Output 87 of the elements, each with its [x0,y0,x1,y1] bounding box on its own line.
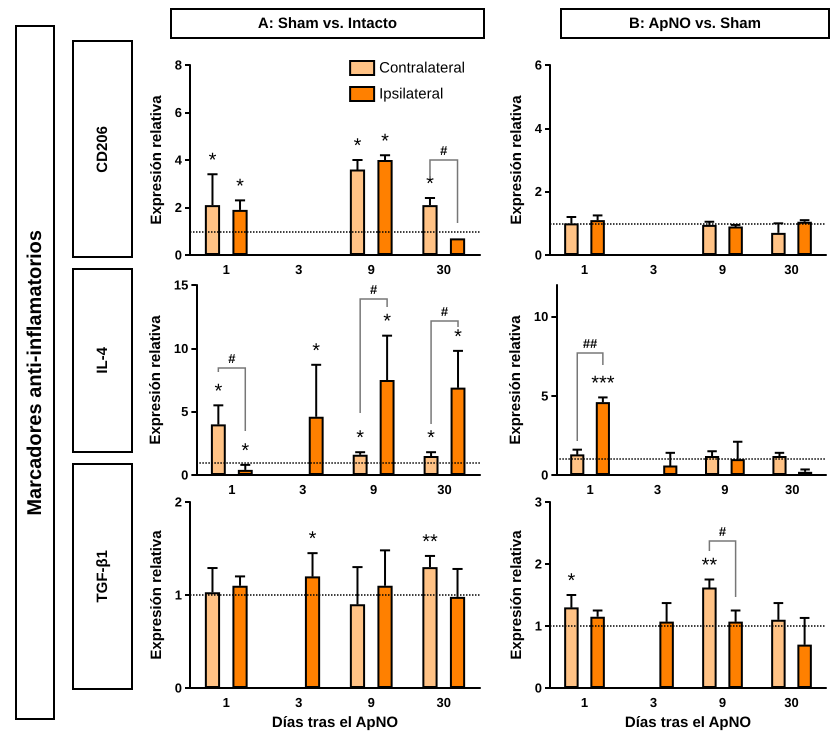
x-tick-label: 3 [295,262,302,277]
annotation: # [718,524,727,539]
data-label: * [454,326,462,348]
y-tick-label: 0 [181,468,188,482]
y-tick-label: 5 [541,388,548,404]
x-tick-label: 9 [721,482,728,497]
x-tick-label: 3 [295,695,302,710]
x-tick-label: 9 [368,262,375,277]
y-tick-label: 0 [174,680,182,696]
x-tick-label: 1 [222,262,230,277]
legend-label: Contralateral [379,60,466,76]
y-axis-title: Expresión relativa [147,314,164,445]
data-label: * [208,149,217,172]
data-label: * [567,570,576,592]
x-tick-label: 9 [370,482,378,497]
y-tick-label: 0 [174,248,182,262]
x-tick-label: 30 [784,262,799,277]
x-axis-title: Días tras el ApNO [624,714,752,731]
data-label: * [308,528,317,550]
x-tick-label: 1 [580,262,588,277]
x-tick-label: 30 [785,482,800,497]
y-axis-title: Expresión relativa [508,530,525,660]
x-tick-label: 1 [580,695,588,710]
chart-title: A: Sham vs. Intacto [258,15,398,32]
y-tick-label: 2 [534,184,542,200]
x-tick-label: 3 [299,482,306,497]
y-tick-label: 1 [534,618,542,634]
x-tick-label: 30 [784,695,799,710]
y-tick-label: 10 [534,309,548,324]
data-label: * [236,175,244,198]
data-label: * [427,427,436,450]
y-axis-title: Expresión relativa [148,94,165,225]
data-label: ** [422,530,438,553]
y-tick-label: 15 [174,278,188,292]
x-tick-label: 9 [368,695,375,710]
y-tick-label: 5 [181,404,188,420]
x-axis-title: Días tras el ApNO [272,714,398,731]
y-tick-label: 2 [174,200,182,215]
side-heading: Marcadores anti-inflamatorios [15,25,55,720]
x-tick-label: 1 [586,482,594,497]
row-heading: IL-4 [72,268,133,453]
x-tick-label: 3 [654,482,662,497]
data-label: * [312,340,320,362]
y-tick-label: 8 [174,58,182,72]
annotation: # [440,143,448,158]
x-tick-label: 1 [222,695,230,710]
y-tick-label: 10 [174,340,188,356]
data-label: * [241,440,250,462]
data-label: *** [591,372,615,394]
x-tick-label: 30 [436,262,451,277]
x-tick-label: 1 [228,482,236,497]
x-tick-label: 9 [718,695,726,710]
x-tick-label: 3 [650,695,658,710]
annotation: # [228,351,236,366]
x-tick-label: 3 [650,262,658,277]
data-label: * [354,135,362,157]
y-tick-label: 4 [174,152,183,168]
legend-label: Ipsilateral [379,86,444,102]
y-tick-label: 6 [534,58,542,72]
panel-heading: A: Sham vs. Intacto [170,8,485,39]
data-label: ** [702,554,718,576]
x-tick-label: 30 [437,482,452,497]
y-tick-label: 6 [174,105,182,120]
x-tick-label: 30 [436,695,451,710]
y-tick-label: 0 [541,468,548,482]
y-tick-label: 0 [534,248,542,262]
y-tick-label: 4 [534,120,543,136]
y-tick-label: 1 [174,588,182,602]
annotation: ## [582,336,598,351]
row-heading: CD206 [72,40,133,258]
y-axis-title: Expresión relativa [508,94,525,225]
panel-heading: B: ApNO vs. Sham [560,8,830,39]
data-label: * [356,427,364,450]
annotation: # [370,282,378,297]
annotation: # [440,304,449,319]
y-axis-title: Expresión relativa [148,530,165,660]
row-heading: TGF-β1 [72,463,133,690]
x-tick-label: 9 [718,262,726,277]
data-label: * [214,380,222,402]
data-label: * [381,130,390,152]
y-tick-label: 0 [534,680,542,696]
data-label: * [383,310,392,333]
y-tick-label: 2 [174,494,182,510]
y-axis-title: Expresión relativa [507,314,524,445]
chart-title: B: ApNO vs. Sham [629,15,761,32]
y-tick-label: 2 [534,556,542,572]
y-tick-label: 3 [534,494,542,510]
